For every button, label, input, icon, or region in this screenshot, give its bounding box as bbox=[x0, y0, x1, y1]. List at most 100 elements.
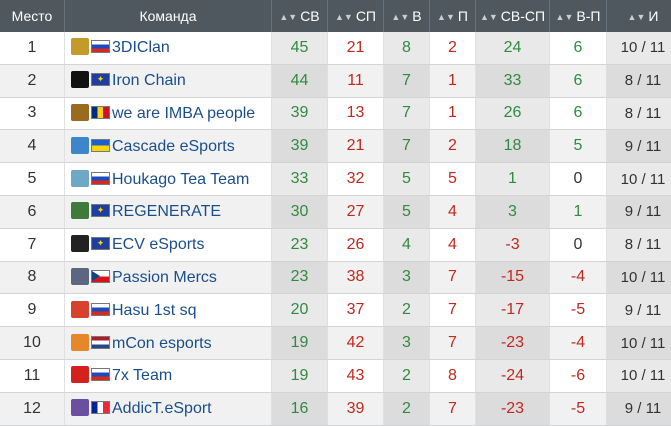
w-l-cell: 6 bbox=[550, 64, 607, 97]
houkago-logo bbox=[71, 170, 89, 187]
team-link[interactable]: 7x Team bbox=[112, 367, 172, 384]
col-games-header[interactable]: ▲▼И bbox=[607, 0, 671, 32]
team-cell: mCon esports bbox=[65, 327, 272, 360]
sv-cell: 39 bbox=[272, 130, 328, 163]
flag-ua-icon bbox=[91, 139, 110, 152]
games-cell: 10 / 11 bbox=[607, 261, 671, 294]
wins-cell: 7 bbox=[384, 97, 430, 130]
w-l-cell: -5 bbox=[550, 392, 607, 425]
wins-cell: 7 bbox=[384, 130, 430, 163]
team-link[interactable]: Iron Chain bbox=[112, 72, 186, 89]
sv-cell: 23 bbox=[272, 261, 328, 294]
games-cell: 10 / 11 bbox=[607, 163, 671, 196]
sv-sp-cell: 24 bbox=[476, 32, 550, 64]
losses-cell: 4 bbox=[430, 228, 476, 261]
losses-cell: 2 bbox=[430, 130, 476, 163]
losses-cell: 7 bbox=[430, 294, 476, 327]
sv-cell: 33 bbox=[272, 163, 328, 196]
col-sv-sp-header[interactable]: ▲▼СВ-СП bbox=[476, 0, 550, 32]
flag-ru-icon bbox=[91, 40, 110, 53]
team-cell: 7x Team bbox=[65, 359, 272, 392]
sv-cell: 45 bbox=[272, 32, 328, 64]
sv-cell: 20 bbox=[272, 294, 328, 327]
team-link[interactable]: Cascade eSports bbox=[112, 138, 235, 155]
flag-ru-icon bbox=[91, 303, 110, 316]
sv-sp-cell: -3 bbox=[476, 228, 550, 261]
sp-cell: 21 bbox=[328, 32, 384, 64]
sv-sp-cell: 26 bbox=[476, 97, 550, 130]
place-cell: 4 bbox=[0, 130, 65, 163]
wins-cell: 2 bbox=[384, 392, 430, 425]
sv-sp-cell: -23 bbox=[476, 392, 550, 425]
wins-cell: 4 bbox=[384, 228, 430, 261]
team-link[interactable]: REGENERATE bbox=[112, 203, 221, 220]
sp-cell: 38 bbox=[328, 261, 384, 294]
w-l-cell: 0 bbox=[550, 163, 607, 196]
col-sv-header[interactable]: ▲▼СВ bbox=[272, 0, 328, 32]
wins-cell: 5 bbox=[384, 195, 430, 228]
sv-cell: 23 bbox=[272, 228, 328, 261]
team-link[interactable]: Passion Mercs bbox=[112, 269, 217, 286]
team-cell: Hasu 1st sq bbox=[65, 294, 272, 327]
iron-chain-logo bbox=[71, 71, 89, 88]
place-cell: 12 bbox=[0, 392, 65, 425]
flag-eu-icon: ✦ bbox=[91, 237, 110, 250]
team-cell: ✦REGENERATE bbox=[65, 195, 272, 228]
place-cell: 11 bbox=[0, 359, 65, 392]
sp-cell: 43 bbox=[328, 359, 384, 392]
flag-eu-icon: ✦ bbox=[91, 73, 110, 86]
games-cell: 10 / 11 bbox=[607, 327, 671, 360]
place-cell: 7 bbox=[0, 228, 65, 261]
team-link[interactable]: 3DIClan bbox=[112, 39, 170, 56]
w-l-cell: 6 bbox=[550, 32, 607, 64]
sv-sp-cell: -24 bbox=[476, 359, 550, 392]
team-cell: AddicT.eSport bbox=[65, 392, 272, 425]
wins-cell: 7 bbox=[384, 64, 430, 97]
team-cell: we are IMBA people bbox=[65, 97, 272, 130]
sv-cell: 30 bbox=[272, 195, 328, 228]
place-cell: 9 bbox=[0, 294, 65, 327]
flag-nl-icon bbox=[91, 336, 110, 349]
sv-sp-cell: 3 bbox=[476, 195, 550, 228]
sv-cell: 44 bbox=[272, 64, 328, 97]
games-cell: 9 / 11 bbox=[607, 392, 671, 425]
losses-cell: 1 bbox=[430, 64, 476, 97]
hasu-logo bbox=[71, 301, 89, 318]
ecv-logo bbox=[71, 235, 89, 252]
regenerate-logo bbox=[71, 202, 89, 219]
team-link[interactable]: we are IMBA people bbox=[112, 105, 255, 122]
team-cell: Passion Mercs bbox=[65, 261, 272, 294]
sp-cell: 37 bbox=[328, 294, 384, 327]
team-link[interactable]: mCon esports bbox=[112, 335, 212, 352]
team-link[interactable]: Hasu 1st sq bbox=[112, 302, 196, 319]
sort-arrows-icon: ▲▼ bbox=[391, 12, 409, 22]
games-cell: 9 / 11 bbox=[607, 294, 671, 327]
games-cell: 10 / 11 bbox=[607, 32, 671, 64]
flag-cz-icon bbox=[91, 270, 110, 283]
team-link[interactable]: ECV eSports bbox=[112, 236, 204, 253]
w-l-cell: -4 bbox=[550, 261, 607, 294]
sv-sp-cell: -15 bbox=[476, 261, 550, 294]
sp-cell: 39 bbox=[328, 392, 384, 425]
sort-arrows-icon: ▲▼ bbox=[437, 12, 455, 22]
team-link[interactable]: AddicT.eSport bbox=[112, 400, 212, 417]
team-link[interactable]: Houkago Tea Team bbox=[112, 171, 249, 188]
col-sp-header[interactable]: ▲▼СП bbox=[328, 0, 384, 32]
col-place-header: Место bbox=[0, 0, 65, 32]
imba-logo bbox=[71, 104, 89, 121]
col-losses-header[interactable]: ▲▼П bbox=[430, 0, 476, 32]
col-wins-header[interactable]: ▲▼В bbox=[384, 0, 430, 32]
place-cell: 1 bbox=[0, 32, 65, 64]
losses-cell: 2 bbox=[430, 32, 476, 64]
wins-cell: 8 bbox=[384, 32, 430, 64]
sp-cell: 26 bbox=[328, 228, 384, 261]
w-l-cell: 6 bbox=[550, 97, 607, 130]
mcon-logo bbox=[71, 334, 89, 351]
col-w-l-header[interactable]: ▲▼В-П bbox=[550, 0, 607, 32]
team-cell: ✦ECV eSports bbox=[65, 228, 272, 261]
sp-cell: 27 bbox=[328, 195, 384, 228]
